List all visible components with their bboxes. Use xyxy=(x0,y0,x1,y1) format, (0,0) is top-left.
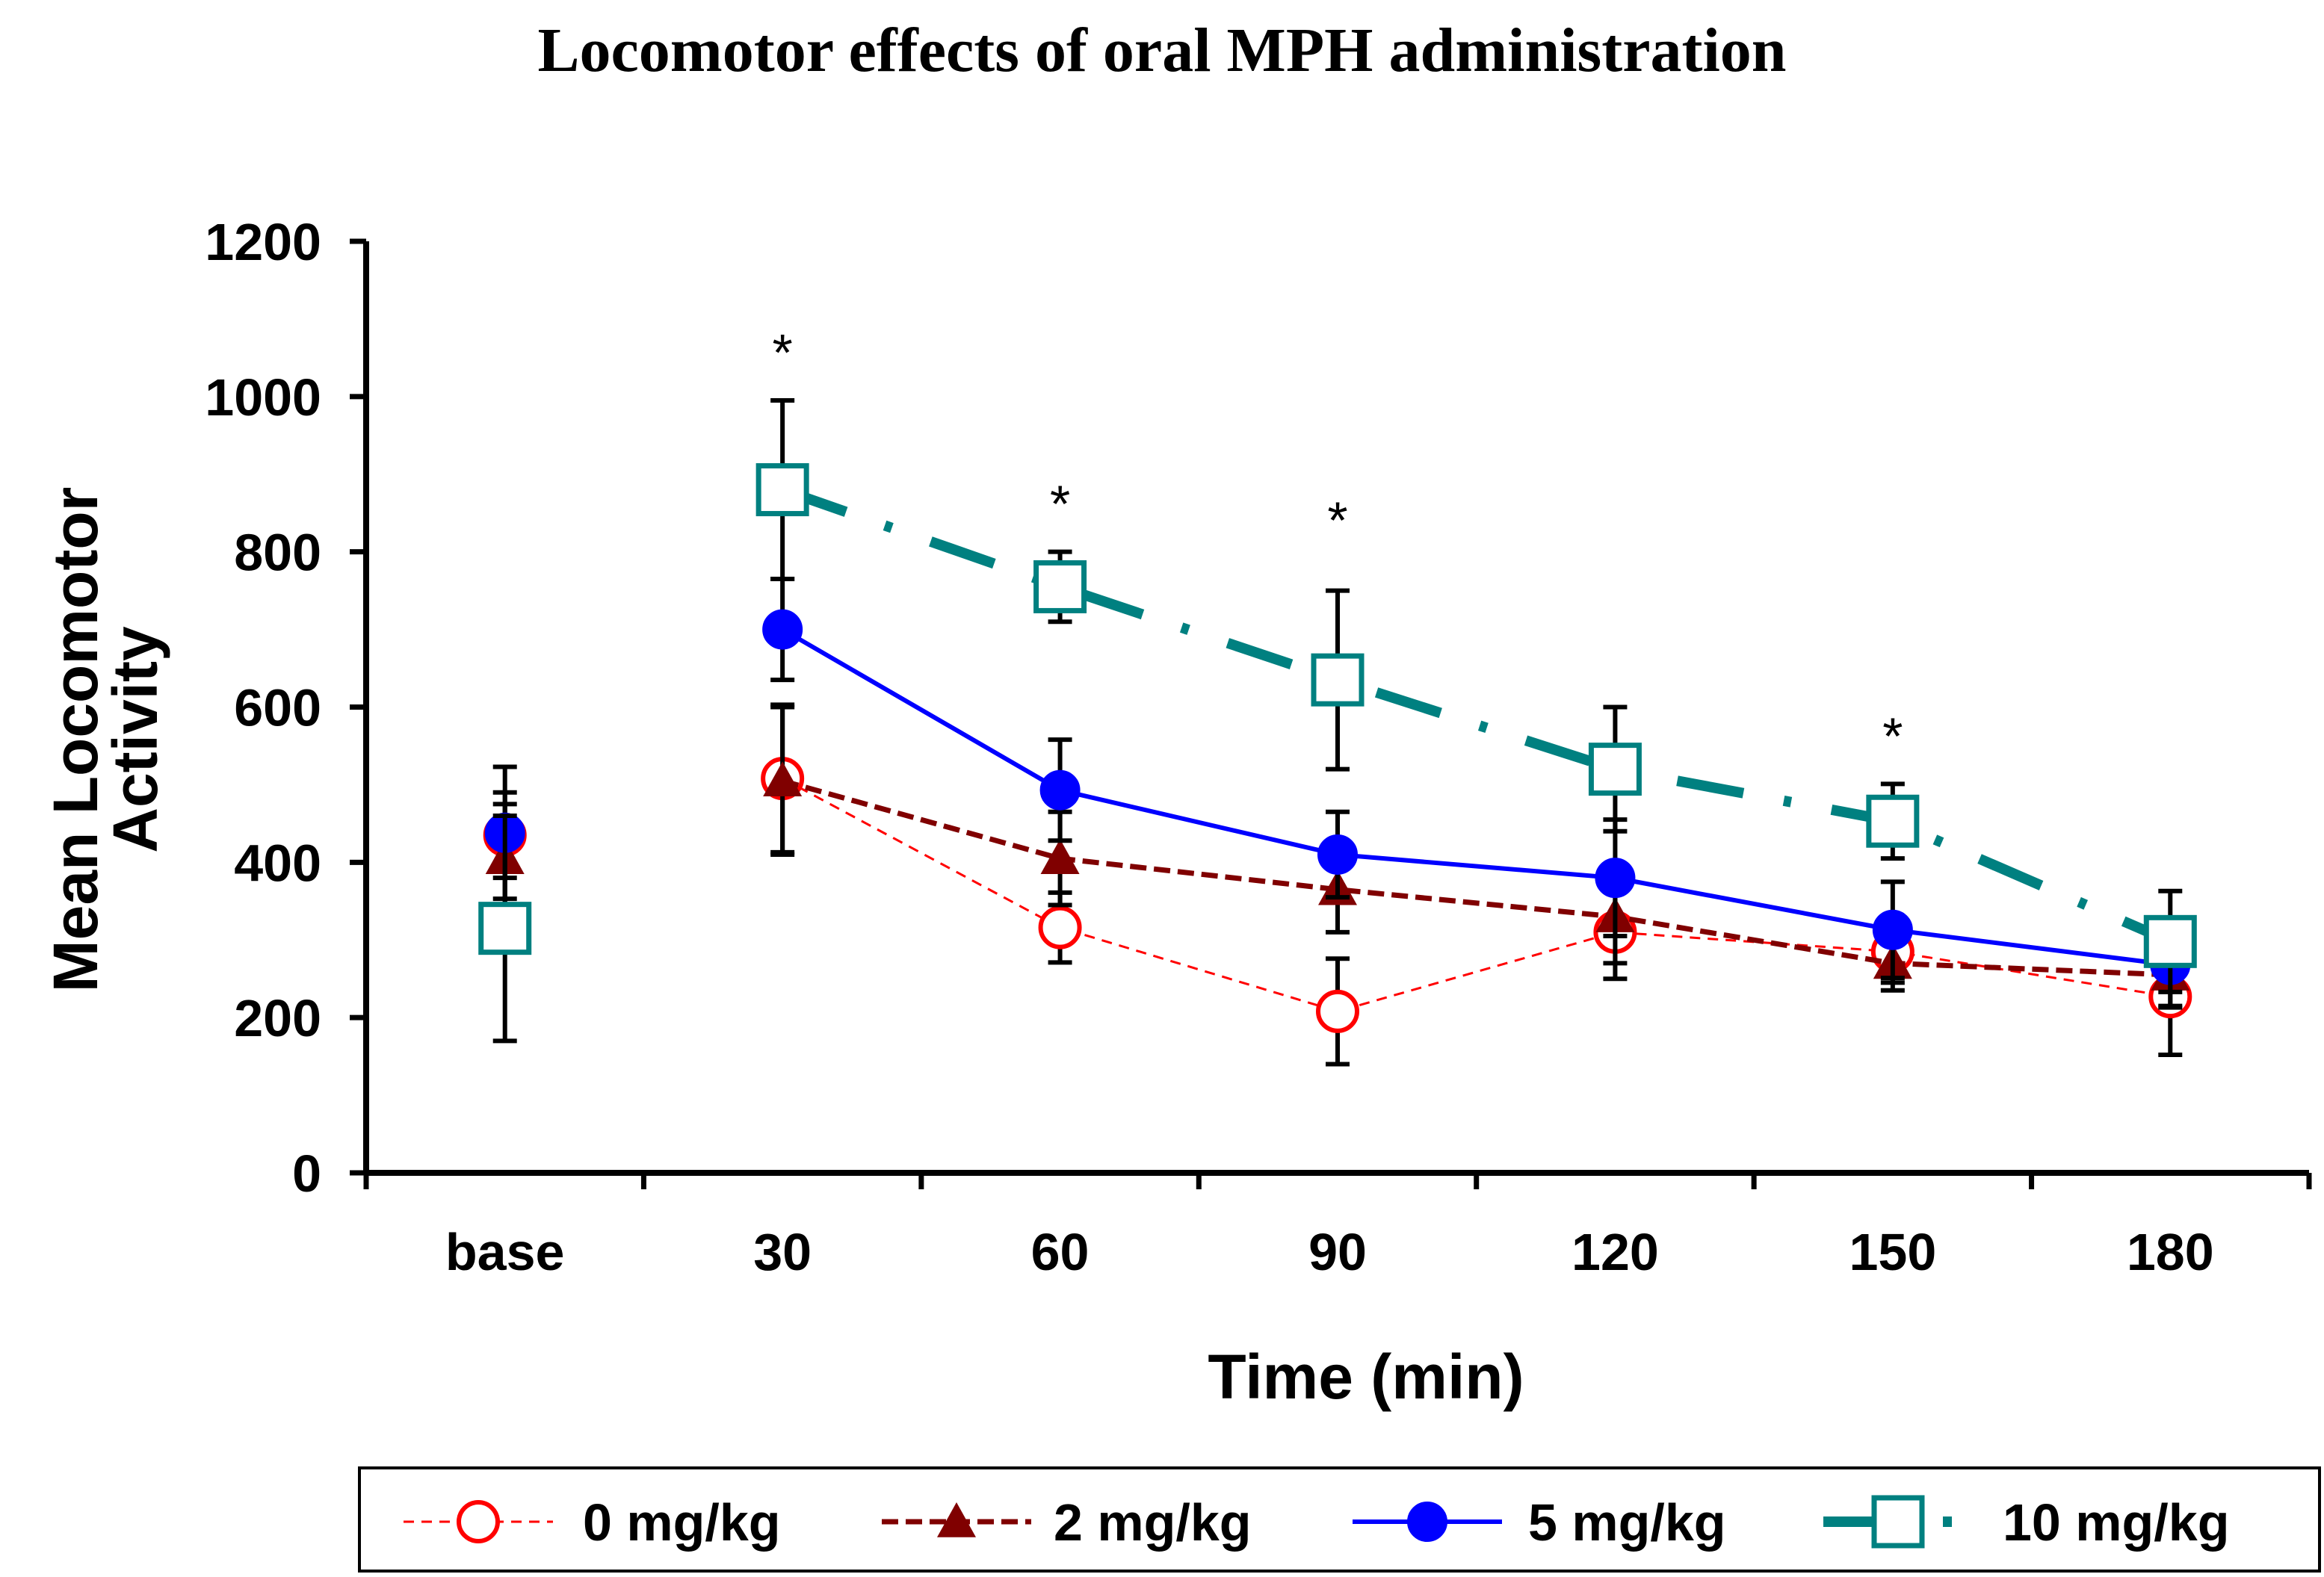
legend-label: 2 mg/kg xyxy=(1054,1493,1252,1552)
y-tick-label: 1000 xyxy=(205,368,321,427)
legend-marker xyxy=(937,1502,976,1537)
significance-star: * xyxy=(1327,492,1347,550)
x-tick-label: 180 xyxy=(2127,1223,2214,1281)
legend-entry-0: 0 mg/kg xyxy=(404,1493,781,1552)
data-point xyxy=(1039,769,1081,811)
series-layer xyxy=(478,398,2197,1067)
legend-entry-3: 10 mg/kg xyxy=(1823,1493,2229,1552)
data-point xyxy=(1317,834,1358,875)
y-axis-label-line-2: Activity xyxy=(100,626,170,853)
data-point xyxy=(1316,989,1359,1033)
legend-entry-2: 5 mg/kg xyxy=(1353,1493,1726,1552)
legend-marker xyxy=(457,1500,500,1543)
x-tick-label: 150 xyxy=(1849,1223,1936,1281)
chart-title: Locomotor effects of oral MPH administra… xyxy=(537,16,1786,85)
legend-marker xyxy=(1407,1502,1447,1542)
x-tick-label: 60 xyxy=(1031,1223,1090,1281)
data-point xyxy=(2143,914,2197,968)
legend-label: 5 mg/kg xyxy=(1528,1493,1726,1552)
legend-box xyxy=(358,1466,2321,1573)
series-line xyxy=(782,778,2171,978)
y-axis-ticks: 0 200 400 600 800 1000 1200 xyxy=(205,213,366,1203)
significance-star: * xyxy=(773,323,793,382)
legend: 0 mg/kg 2 mg/kg 5 mg/kg 10 mg/kg xyxy=(358,1466,2321,1573)
legend-entry-1: 2 mg/kg xyxy=(882,1493,1252,1552)
series-line xyxy=(780,484,2173,946)
series-3 xyxy=(478,398,2197,1044)
x-tick-label: 120 xyxy=(1572,1223,1659,1281)
data-point xyxy=(755,463,809,517)
data-point xyxy=(1866,794,1920,848)
y-tick-label: 200 xyxy=(234,989,321,1047)
x-axis-label: Time (min) xyxy=(1208,1342,1524,1412)
legend-marker xyxy=(1871,1495,1925,1549)
data-point xyxy=(1311,653,1365,707)
x-tick-label: base xyxy=(445,1223,565,1281)
x-tick-label: 30 xyxy=(753,1223,812,1281)
data-point xyxy=(1038,905,1082,949)
series-2 xyxy=(484,577,2191,1010)
x-axis-ticks: base 30 60 90 120 150 180 xyxy=(363,1173,2312,1281)
significance-star: * xyxy=(1882,707,1903,765)
data-point xyxy=(1588,743,1642,796)
data-point xyxy=(762,609,803,650)
y-tick-label: 400 xyxy=(234,834,321,892)
data-point xyxy=(1595,858,1636,899)
y-tick-label: 800 xyxy=(234,524,321,582)
y-axis-label: Mean Locomotor Activity xyxy=(40,487,170,993)
legend-label: 10 mg/kg xyxy=(2003,1493,2229,1552)
y-tick-label: 1200 xyxy=(205,213,321,271)
y-tick-label: 0 xyxy=(292,1144,321,1203)
data-point xyxy=(1872,909,1913,950)
series-line xyxy=(781,627,2171,967)
series-line xyxy=(782,777,2171,1013)
legend-label: 0 mg/kg xyxy=(583,1493,781,1552)
data-point xyxy=(478,902,532,955)
x-tick-label: 90 xyxy=(1308,1223,1367,1281)
significance-star: * xyxy=(1050,475,1070,533)
y-axis-label-line-1: Mean Locomotor xyxy=(40,487,111,993)
y-tick-label: 600 xyxy=(234,679,321,737)
data-point xyxy=(1040,839,1080,874)
significance-markers: * * * * xyxy=(773,323,1903,765)
data-point xyxy=(763,761,803,797)
data-point xyxy=(1033,560,1087,613)
